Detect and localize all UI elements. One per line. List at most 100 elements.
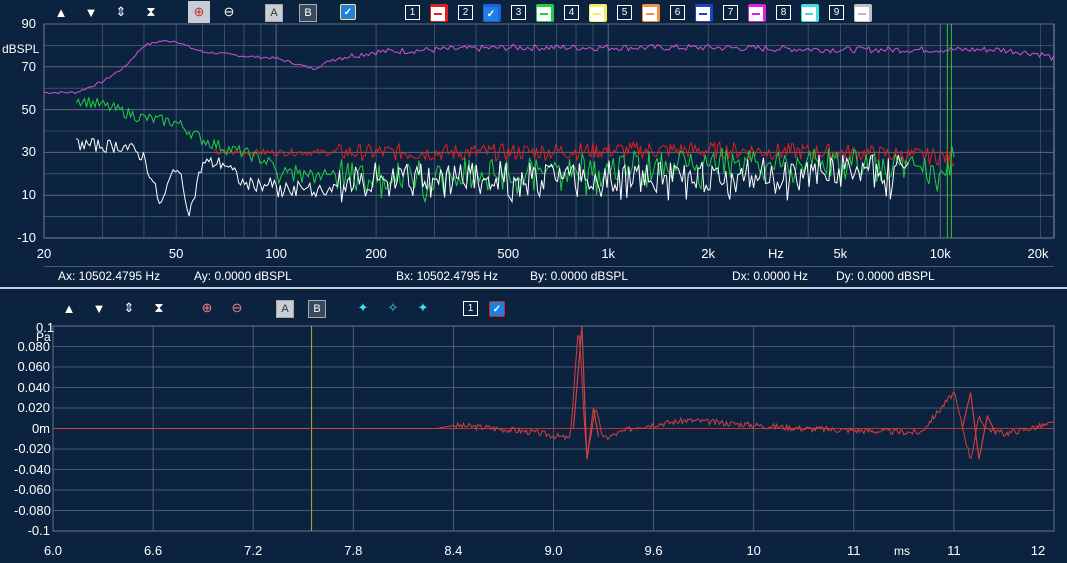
freq-x-tick: 1k — [601, 246, 616, 261]
move-up-icon[interactable]: ▲ — [54, 4, 68, 20]
channel-7-number: 7 — [723, 5, 738, 20]
cursor-b-y: By: 0.0000 dBSPL — [530, 269, 629, 283]
ir-x-tick: 6.0 — [43, 543, 63, 558]
ir-x-tick: 7.2 — [244, 543, 263, 558]
ir-y-tick: 0m — [31, 420, 50, 436]
frequency-response-chart[interactable]: dBSPL 90 70 50 30 10 -10 20 50 100 200 500 1k 2k Hz 5… — [0, 16, 1067, 266]
cursor-status-bar: Ax: 10502.4795 Hz Ay: 0.0000 dBSPL Bx: 1… — [44, 266, 1054, 285]
move-down-icon[interactable]: ▼ — [92, 300, 106, 316]
freq-y-tick: 90 — [21, 16, 36, 31]
fit-vertical-icon[interactable]: ⧗ — [154, 300, 164, 315]
channel-4-toggle[interactable] — [589, 4, 607, 22]
ir-channel-number: 1 — [463, 301, 478, 316]
channel-9-number: 9 — [829, 5, 844, 20]
freq-x-tick: Hz — [768, 246, 784, 261]
ir-y-tick: 0.060 — [17, 359, 50, 374]
freq-x-tick: 2k — [701, 246, 716, 261]
channel-6-number: 6 — [670, 5, 685, 20]
ir-x-tick: 8.4 — [444, 543, 463, 558]
freq-x-tick: 20k — [1027, 246, 1049, 261]
ir-x-tick: 11 — [947, 543, 961, 558]
channel-1-number: 1 — [405, 5, 420, 20]
cursor-b-button[interactable]: B — [299, 4, 317, 22]
move-up-icon[interactable]: ▲ — [62, 300, 76, 316]
channel-5-toggle[interactable] — [642, 4, 660, 22]
ir-x-tick: 7.8 — [344, 543, 363, 558]
ir-trace — [53, 334, 1055, 459]
channel-8-number: 8 — [776, 5, 791, 20]
ir-x-tick: 10 — [746, 543, 761, 558]
freq-x-tick: 500 — [497, 246, 520, 261]
zoom-out-icon[interactable]: ⊖ — [231, 300, 243, 315]
channel-5-number: 5 — [617, 5, 632, 20]
freq-traces — [43, 39, 1055, 217]
expand-vertical-icon[interactable]: ⇕ — [115, 4, 127, 19]
ir-y-tick: 0.020 — [17, 400, 50, 415]
ir-y-tick: 0.080 — [17, 338, 50, 354]
zoom-out-icon[interactable]: ⊖ — [223, 4, 235, 19]
ir-x-tick: 12 — [1030, 543, 1046, 558]
freq-y-tick: -10 — [17, 230, 36, 245]
channel-2-toggle[interactable]: ✓ — [483, 4, 501, 22]
fit-vertical-icon[interactable]: ⧗ — [146, 4, 156, 19]
channel-8-toggle[interactable] — [801, 4, 819, 22]
ir-y-tick: -0.020 — [14, 441, 51, 456]
freq-y-tick: 70 — [21, 58, 36, 74]
ir-y-tick: -0.080 — [14, 502, 51, 518]
channel-4-number: 4 — [564, 5, 579, 20]
channel-6-toggle[interactable] — [695, 4, 713, 22]
freq-x-tick: 20 — [36, 246, 52, 261]
ir-y-tick: -0.040 — [14, 461, 51, 477]
ir-y-top-label: 0.1 — [36, 320, 55, 335]
ir-second-peak — [961, 392, 997, 460]
ir-y-unit-label: Pa — [36, 330, 51, 344]
freq-trace-2 — [75, 97, 955, 204]
y-unit-label: dBSPL — [2, 42, 40, 56]
freq-y-tick: 30 — [21, 144, 36, 160]
freq-x-tick: 200 — [365, 246, 387, 261]
channel-1-toggle[interactable] — [430, 4, 448, 22]
freq-x-tick: 5k — [833, 246, 848, 261]
ir-x-tick: 11 — [847, 543, 861, 558]
cursor-b-x: Bx: 10502.4795 Hz — [396, 269, 499, 283]
channel-7-toggle[interactable] — [748, 4, 766, 22]
freq-y-tick: 10 — [21, 187, 36, 203]
delta-y: Dy: 0.0000 dBSPL — [836, 269, 935, 283]
freq-trace-3 — [75, 138, 909, 217]
delta-x: Dx: 0.0000 Hz — [732, 269, 809, 283]
panel-divider[interactable] — [0, 287, 1067, 289]
freq-y-tick: 50 — [21, 101, 36, 117]
cursor-b-button[interactable]: B — [308, 300, 326, 318]
waveform-peak-icon[interactable]: ✦ — [417, 300, 429, 315]
cursor-a-y: Ay: 0.0000 dBSPL — [194, 269, 292, 283]
channel-9-toggle[interactable] — [854, 4, 872, 22]
ir-y-tick: -0.1 — [27, 523, 50, 538]
ir-y-tick: 0.040 — [17, 379, 50, 395]
ir-channel-checkbox[interactable]: ✓ — [489, 301, 505, 317]
cursor-a-button[interactable]: A — [265, 4, 283, 22]
cursor-a-button[interactable]: A — [276, 300, 294, 318]
top-toolbar: ▲ ▼ ⇕ ⧗ ⊕ ⊖ A B ✓ 1 2 ✓ 3 4 5 6 7 8 9 — [0, 0, 1067, 24]
move-down-icon[interactable]: ▼ — [84, 4, 98, 20]
zoom-in-icon[interactable]: ⊕ — [201, 300, 213, 315]
ir-main-peak — [572, 325, 600, 460]
waveform-cursor-icon[interactable]: ✦ — [357, 300, 369, 315]
channel-3-toggle[interactable] — [536, 4, 554, 22]
ir-y-tick: -0.060 — [14, 482, 51, 497]
ir-x-tick: 9.0 — [544, 543, 563, 558]
freq-x-tick: 100 — [265, 246, 287, 261]
waveform-marker-icon[interactable]: ✧ — [387, 300, 399, 315]
freq-x-tick: 10k — [929, 246, 951, 261]
ir-x-tick: 9.6 — [644, 543, 663, 558]
cursor-a-x: Ax: 10502.4795 Hz — [58, 269, 161, 283]
freq-x-tick: 50 — [168, 246, 184, 261]
bottom-toolbar: ▲ ▼ ⇕ ⧗ ⊕ ⊖ A B ✦ ✧ ✦ 1 ✓ — [0, 296, 1067, 320]
zoom-in-icon[interactable]: ⊕ — [188, 1, 210, 23]
expand-vertical-icon[interactable]: ⇕ — [123, 300, 135, 315]
ir-x-unit-label: ms — [894, 544, 910, 558]
channel-2-number: 2 — [458, 5, 473, 20]
ir-x-tick: 6.6 — [144, 543, 163, 558]
impulse-response-chart[interactable]: 0.1 Pa 0.080 0.060 0.040 0.020 0m -0.020 -0.04… — [0, 318, 1067, 563]
freq-trace-0 — [43, 39, 1055, 95]
all-channels-checkbox[interactable]: ✓ — [340, 4, 356, 20]
